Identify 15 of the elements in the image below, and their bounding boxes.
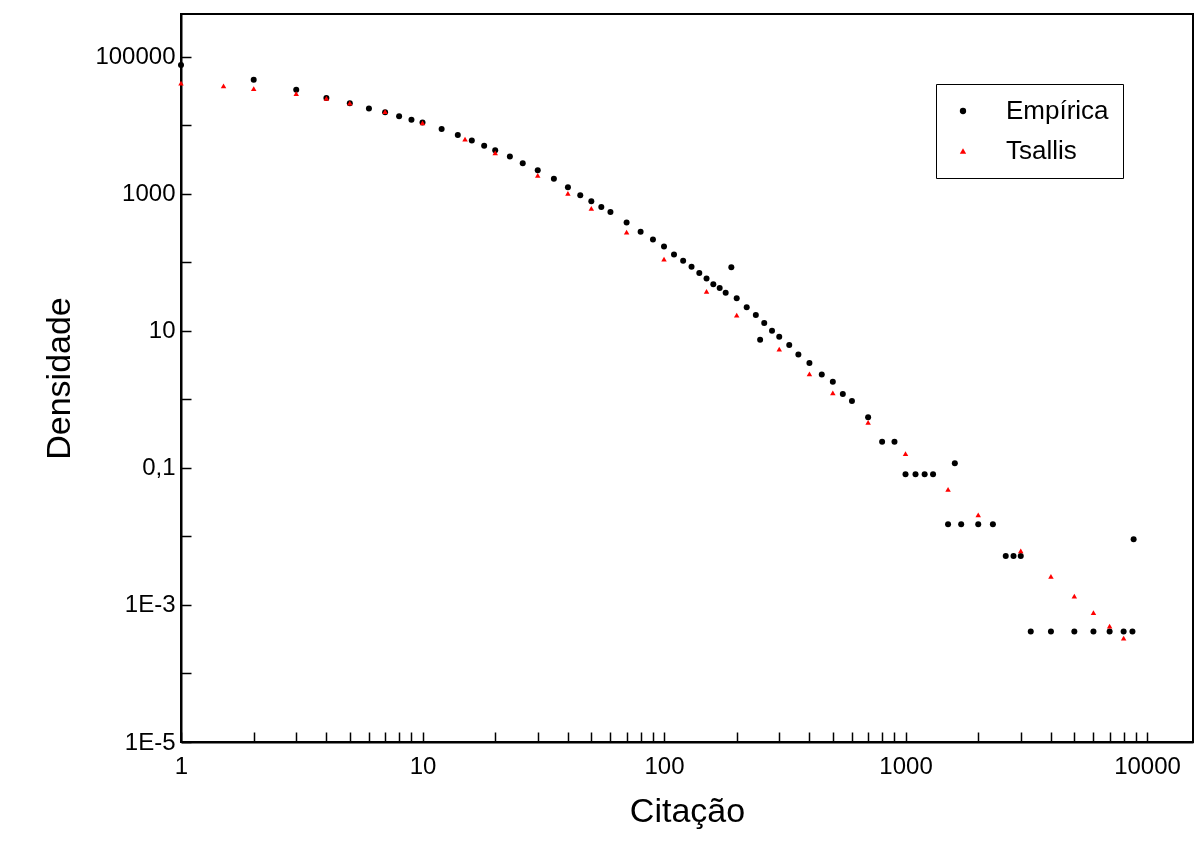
y-tick-label: 10: [148, 316, 176, 344]
x-axis-title: Citação: [629, 790, 746, 829]
y-tick-label: 1E-5: [124, 727, 176, 755]
x-tick-label: 10000: [1114, 751, 1181, 779]
x-tick-label: 1000: [879, 751, 933, 779]
y-tick-label: 1000: [122, 179, 176, 207]
x-tick-label: 10: [409, 751, 437, 779]
y-tick-label: 100000: [95, 42, 176, 70]
y-axis-title: Densidade: [39, 297, 78, 460]
x-tick-label: 100: [644, 751, 685, 779]
legend-label: Tsallis: [1006, 135, 1077, 165]
y-tick-label: 1E-3: [124, 590, 176, 618]
y-tick-label: 0,1: [142, 453, 176, 481]
x-tick-label: 1: [174, 751, 189, 779]
legend-label: Empírica: [1006, 95, 1110, 125]
